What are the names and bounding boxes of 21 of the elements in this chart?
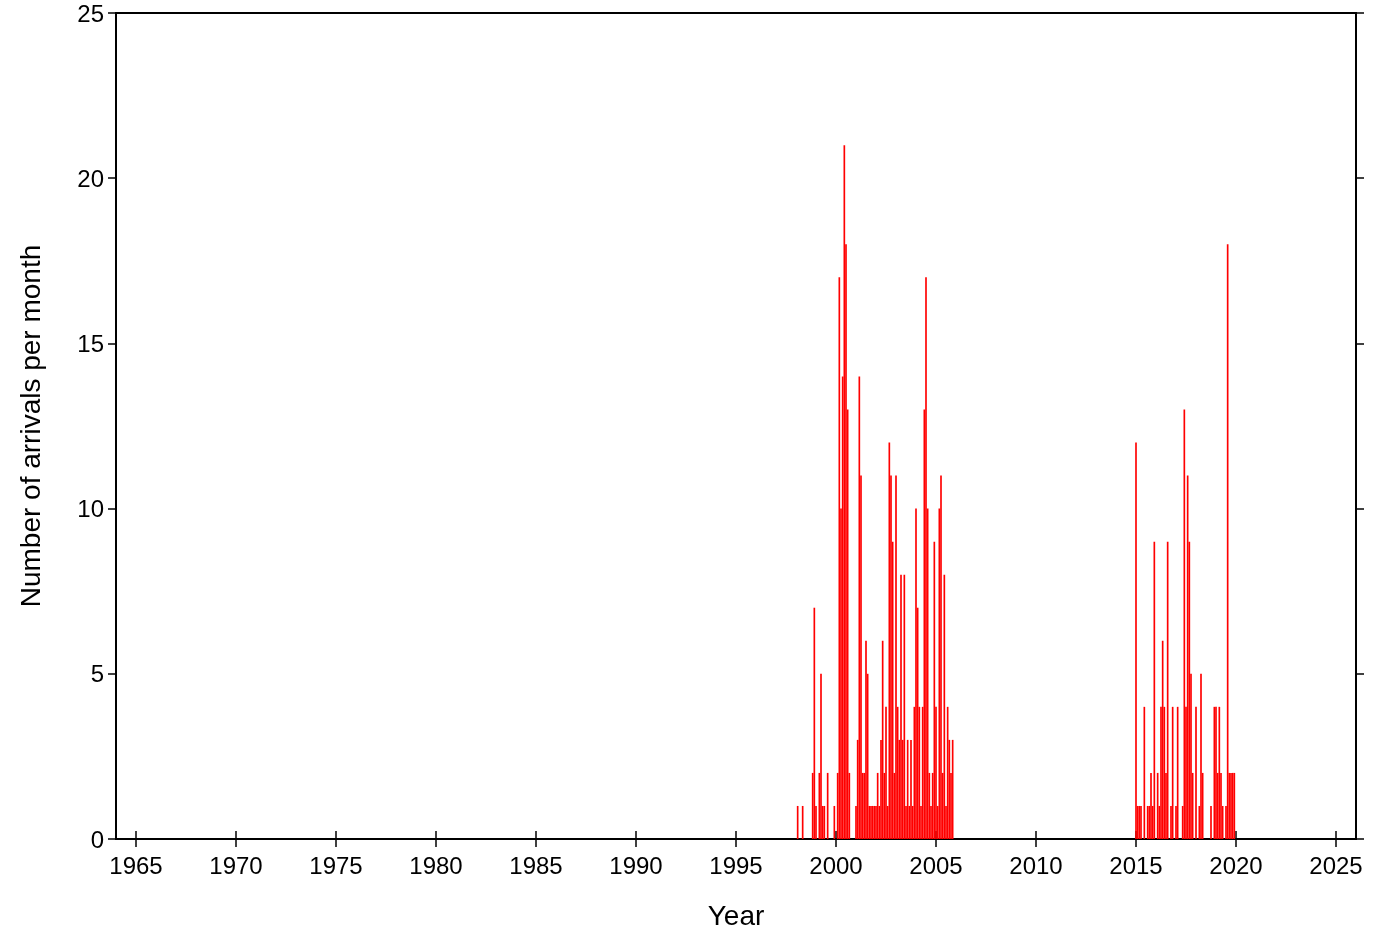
y-tick-label: 20 bbox=[77, 164, 104, 192]
x-tick-label: 1980 bbox=[409, 851, 463, 879]
y-tick-label: 25 bbox=[77, 0, 104, 27]
x-tick-label: 1965 bbox=[109, 851, 163, 879]
x-tick-label: 2005 bbox=[909, 851, 963, 879]
y-tick-label: 0 bbox=[90, 825, 104, 853]
x-tick-label: 2025 bbox=[1309, 851, 1363, 879]
x-tick-label: 1975 bbox=[309, 851, 363, 879]
x-tick-label: 2010 bbox=[1009, 851, 1063, 879]
y-tick-label: 15 bbox=[77, 329, 104, 357]
x-tick-label: 1985 bbox=[509, 851, 563, 879]
x-tick-label: 2020 bbox=[1209, 851, 1263, 879]
x-tick-label: 1995 bbox=[709, 851, 763, 879]
x-tick-label: 1990 bbox=[609, 851, 663, 879]
x-axis-title: Year bbox=[707, 899, 765, 931]
y-axis-title: Number of arrivals per month bbox=[14, 244, 46, 608]
x-tick-label: 2000 bbox=[809, 851, 863, 879]
y-tick-label: 5 bbox=[90, 660, 104, 688]
x-tick-label: 1970 bbox=[209, 851, 263, 879]
y-tick-label: 10 bbox=[77, 495, 104, 523]
x-tick-label: 2015 bbox=[1109, 851, 1163, 879]
